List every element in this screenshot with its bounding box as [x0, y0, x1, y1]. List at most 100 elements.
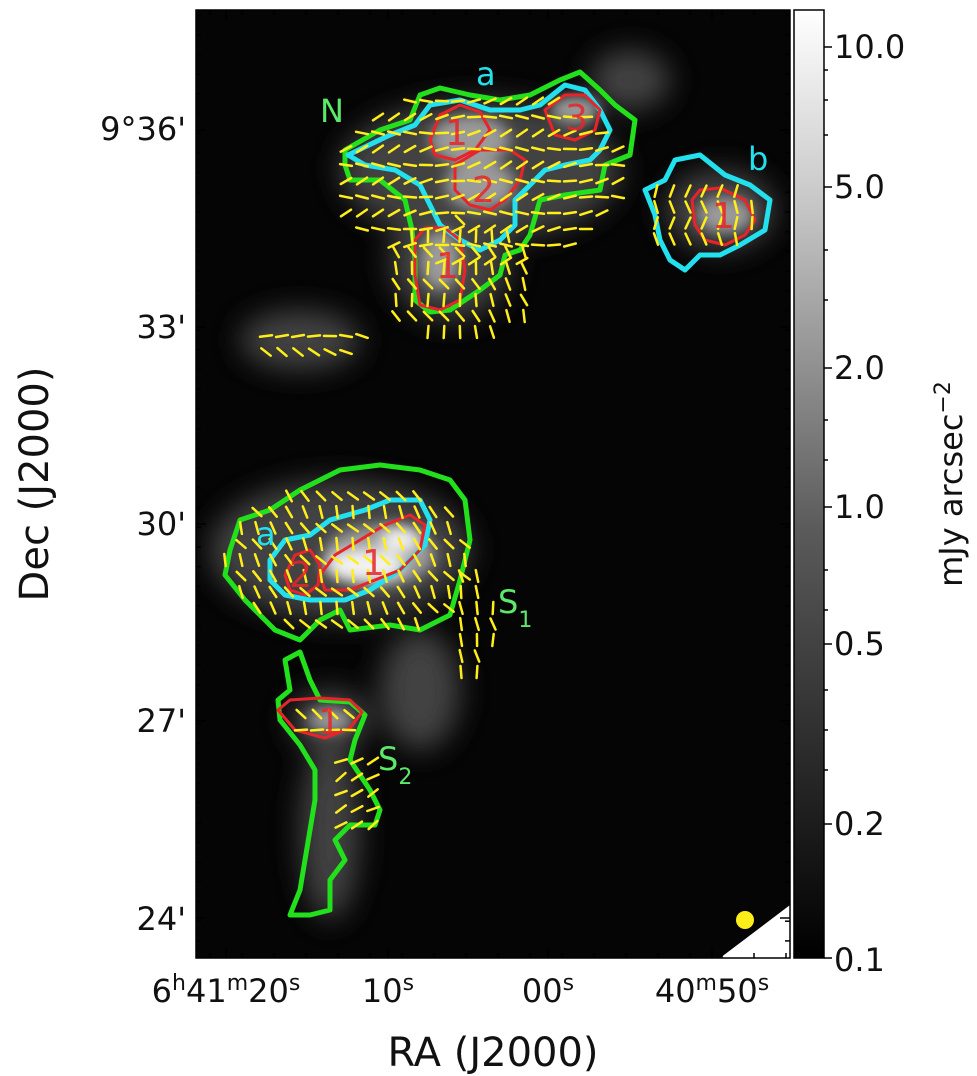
polarization-vector: [499, 256, 513, 266]
polarization-vector: [411, 602, 423, 614]
polarization-vector: [458, 228, 462, 244]
polarization-vector: [450, 162, 466, 168]
polarization-vector: [355, 332, 369, 340]
polarization-vector: [716, 184, 724, 198]
polarization-vector: [489, 617, 497, 631]
region-label-a-north: a: [476, 55, 496, 93]
peak-label-n-south: 1: [436, 246, 459, 287]
polarization-vector: [350, 820, 364, 830]
polarization-vector: [418, 98, 434, 104]
peak-label-s2-1: 1: [318, 702, 341, 743]
peak-label-s1-2: 2: [289, 555, 312, 596]
polarization-vector: [370, 226, 386, 232]
polarization-vector: [366, 568, 372, 584]
polarization-vector: [562, 115, 578, 119]
polarization-vector: [578, 146, 594, 152]
polarization-vector: [268, 537, 278, 551]
polarization-vector: [429, 553, 437, 567]
polarization-vector: [367, 504, 371, 520]
polarization-vector: [398, 504, 404, 520]
polarization-vector: [283, 586, 295, 598]
plot-frame: [195, 9, 791, 959]
polarization-vector: [382, 536, 388, 552]
polarization-vector: [450, 242, 466, 248]
polarization-vector: [491, 632, 495, 648]
polarization-vector: [346, 491, 360, 501]
polarization-vector: [318, 536, 324, 552]
polarization-vector: [419, 112, 433, 122]
polarization-vector: [499, 192, 513, 202]
polarization-vector: [515, 128, 529, 138]
polarization-vector: [381, 601, 389, 615]
colorbar-tick-label: 0.1: [834, 941, 885, 979]
colorbar-tick-label: 2.0: [834, 349, 885, 387]
polarization-vector: [562, 242, 578, 248]
polarization-vector: [450, 130, 466, 136]
polarization-vector: [334, 804, 348, 814]
polarization-vector: [451, 256, 465, 266]
polarization-vector: [402, 195, 418, 199]
polarization-vector: [482, 146, 498, 152]
polarization-vector: [700, 200, 708, 214]
polarization-vector: [402, 98, 418, 104]
polarization-vector: [446, 520, 452, 536]
polarization-vector: [346, 555, 360, 565]
polarization-vector: [394, 292, 398, 308]
polarization-vector: [354, 194, 370, 200]
colorbar-tick-label: 5.0: [834, 168, 885, 206]
polarization-vector: [488, 309, 496, 323]
polarization-vector: [301, 505, 309, 519]
polarization-vector: [370, 162, 386, 168]
polarization-vector: [391, 245, 401, 259]
polarization-vector: [515, 96, 529, 106]
polarization-vector: [268, 553, 278, 567]
polarization-vector: [482, 178, 498, 184]
polarization-vector: [668, 200, 676, 214]
polarization-vector: [391, 277, 401, 291]
polarization-vector: [330, 523, 344, 533]
polarization-vector: [652, 232, 660, 246]
polarization-vector: [396, 553, 406, 567]
polarization-vector: [429, 521, 437, 535]
polarization-vector: [519, 293, 529, 307]
polarization-vector: [410, 228, 414, 244]
x-tick-label: 6h41m20s: [152, 971, 301, 1010]
polarization-vector: [366, 600, 372, 616]
beam-marker: [736, 911, 754, 929]
polarization-vector: [443, 570, 455, 582]
polarization-vector: [268, 585, 278, 599]
colorbar-tick-label: 0.5: [834, 625, 885, 663]
polarization-vector: [474, 616, 480, 632]
polarization-vector: [285, 569, 293, 583]
polarization-vector: [306, 334, 322, 338]
polarization-vector: [505, 228, 511, 244]
polarization-vector: [716, 216, 724, 230]
polarization-vector: [443, 506, 455, 518]
colorbar-ticks: [824, 46, 832, 959]
polarization-vector: [334, 789, 348, 797]
polarization-vector: [419, 177, 433, 185]
polarization-vector: [443, 538, 455, 550]
polarization-vector: [235, 570, 247, 582]
polarization-vector: [668, 216, 676, 230]
polarization-vector: [562, 226, 578, 232]
polarization-vector: [386, 130, 402, 136]
polarization-vector: [323, 348, 337, 356]
polarization-vector: [343, 708, 355, 720]
polarization-vector: [562, 194, 578, 200]
polarization-vector: [466, 242, 482, 248]
polarization-vector: [563, 161, 577, 169]
polarization-vector: [498, 210, 514, 216]
polarization-vector: [684, 200, 692, 214]
polarization-vector: [413, 617, 421, 631]
polarization-vector: [684, 184, 692, 198]
polarization-vector: [700, 232, 708, 246]
polarization-vector: [406, 278, 418, 290]
polarization-vector: [458, 571, 472, 581]
polarization-vector: [422, 246, 434, 258]
polarization-vector: [426, 292, 430, 308]
polarization-vector: [483, 256, 497, 266]
y-tick-label: 33': [136, 308, 186, 346]
polarization-vector: [284, 521, 294, 535]
polarization-vector: [487, 245, 497, 259]
